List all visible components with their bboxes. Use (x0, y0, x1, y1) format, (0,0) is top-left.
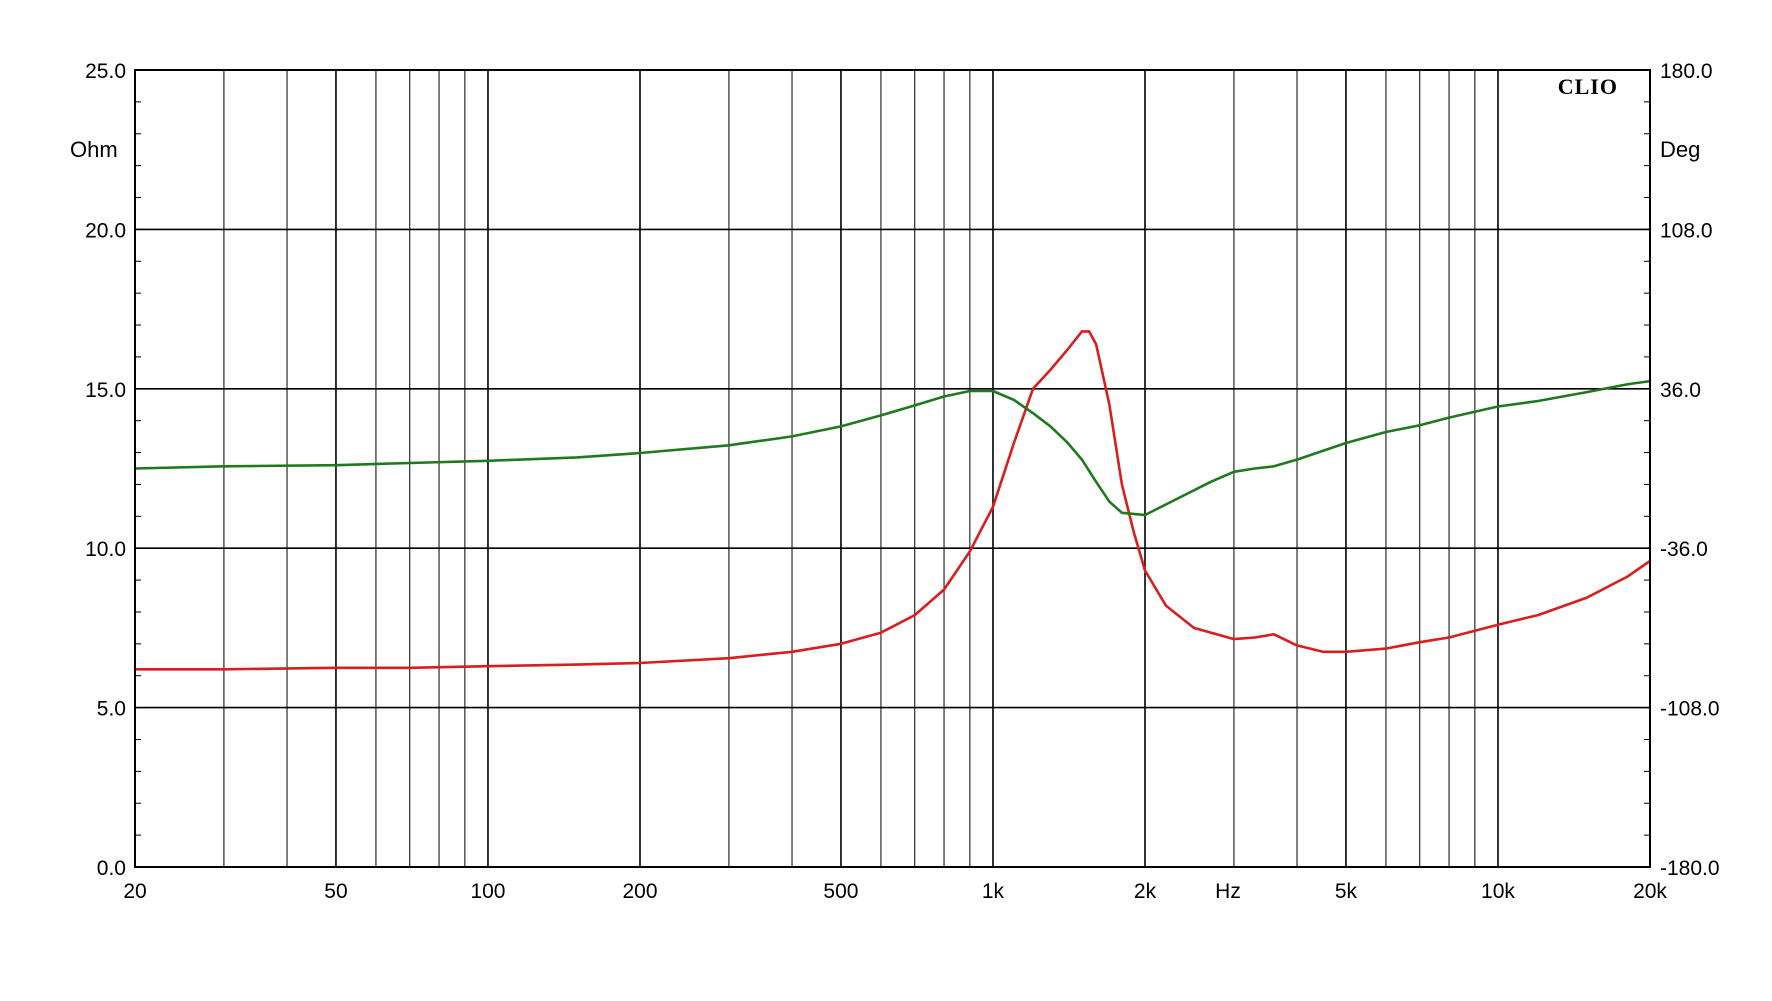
y-right-tick-label: 36.0 (1660, 379, 1701, 402)
y-right-tick-label: -36.0 (1660, 538, 1708, 561)
y-left-tick-label: 5.0 (97, 698, 126, 721)
x-tick-label: 50 (324, 880, 347, 903)
x-tick-label: 1k (982, 880, 1005, 903)
x-axis-label: Hz (1215, 880, 1241, 903)
x-tick-label: 20 (123, 880, 146, 903)
y-left-tick-label: 0.0 (97, 857, 126, 880)
x-tick-label: 200 (622, 880, 657, 903)
x-tick-label: 2k (1134, 880, 1157, 903)
y-right-axis-label: Deg (1660, 137, 1700, 162)
x-tick-labels: 20 50 100 200 500 1k 2k 5k 10k 20k (123, 880, 1667, 903)
y-left-tick-labels: 0.0 5.0 10.0 15.0 20.0 25.0 (85, 60, 126, 880)
y-right-tick-label: -180.0 (1660, 857, 1720, 880)
impedance-series-line (133, 330, 1652, 671)
y-left-tick-label: 20.0 (85, 219, 126, 242)
brand-logo-text: CLIO (1558, 74, 1618, 99)
x-tick-label: 5k (1335, 880, 1358, 903)
y-right-tick-label: 180.0 (1660, 60, 1713, 83)
y-left-tick-label: 10.0 (85, 538, 126, 561)
phase-series-line (133, 379, 1652, 517)
y-left-axis-label: Ohm (70, 137, 118, 162)
y-right-tick-label: -108.0 (1660, 698, 1720, 721)
x-tick-label: 500 (823, 880, 858, 903)
x-tick-label: 10k (1481, 880, 1515, 903)
y-left-tick-label: 15.0 (85, 379, 126, 402)
series-lines (133, 330, 1652, 671)
x-tick-label: 100 (470, 880, 505, 903)
y-right-tick-label: 108.0 (1660, 219, 1713, 242)
y-left-tick-label: 25.0 (85, 60, 126, 83)
grid (134, 69, 1651, 868)
x-tick-label: 20k (1633, 880, 1667, 903)
plot-frame (134, 69, 1651, 868)
y-right-tick-labels: -180.0 -108.0 -36.0 36.0 108.0 180.0 (1660, 60, 1720, 880)
